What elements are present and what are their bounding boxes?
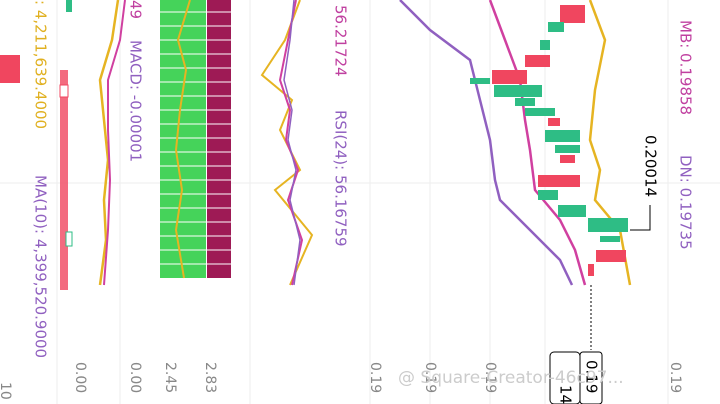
- chart-shape: [538, 190, 558, 200]
- rsi-label: RSI(24): 56.16759: [332, 110, 350, 247]
- chart-shape: [515, 98, 535, 106]
- macd-dividers: [160, 11, 231, 265]
- chart-shape: [0, 55, 20, 83]
- chart-shape: [60, 70, 68, 290]
- time-cursor: 14: [557, 385, 575, 404]
- rsi-short-label: 56.21724: [332, 5, 350, 77]
- axis-label: 0.19: [367, 362, 383, 393]
- chart-shape: [494, 85, 542, 97]
- boll-dn-line: [399, 0, 574, 286]
- chart-shape: [160, 0, 206, 278]
- candles: [470, 5, 628, 276]
- macd-label: MACD: -0.00001: [127, 40, 145, 162]
- dn-label: DN: 0.19735: [677, 155, 695, 250]
- vol-ma-line: [103, 0, 126, 286]
- chart-shape: [600, 236, 620, 242]
- rsi-line: [283, 0, 301, 286]
- chart-shape: [588, 264, 594, 276]
- macd-line: [174, 0, 191, 279]
- chart-shape: [588, 218, 628, 232]
- chart-shape: [470, 78, 490, 84]
- axis-label: 0.19: [422, 362, 438, 393]
- axis-label: 2.83: [202, 362, 218, 393]
- chart-shape: [560, 5, 585, 23]
- chart-shape: [538, 175, 580, 187]
- price-leader: [630, 205, 651, 231]
- chart-shape: [548, 118, 560, 126]
- chart-shape: [525, 108, 555, 116]
- axis-label: 0.00: [72, 362, 88, 393]
- chart-shape: [540, 40, 550, 50]
- boll-up-line: [588, 0, 632, 286]
- rsi-line: [260, 0, 314, 286]
- axis-label: 10: [0, 382, 13, 400]
- chart-shape: [59, 84, 69, 98]
- price-marker: 0.20014: [642, 135, 660, 197]
- ma10-label: MA(10): 4,399,520.9000: [32, 175, 50, 358]
- chart-shape: [492, 70, 527, 84]
- chart-shape: [525, 55, 550, 67]
- axis-label: 0.19: [667, 362, 683, 393]
- volume-bars: [0, 0, 73, 290]
- watermark: @ Square-Creator-46c97...: [398, 368, 624, 388]
- chart-shape: [207, 0, 231, 278]
- chart-shape: [548, 22, 564, 32]
- chart-shape: [66, 0, 72, 12]
- macd-short-label: 49: [127, 0, 145, 19]
- chart-shape: [596, 250, 626, 262]
- chart-shape: [560, 155, 575, 163]
- chart-shape: [555, 145, 580, 153]
- chart-shape: [545, 130, 580, 142]
- chart-shape: [65, 231, 73, 247]
- axis-label: 0.19: [482, 362, 498, 393]
- axis-label: 0.00: [127, 362, 143, 393]
- axis-label: 2.45: [162, 362, 178, 393]
- chart-shape: [558, 205, 586, 217]
- boll-mb-line: [488, 0, 587, 286]
- vol-label: : 4,211,639.4000: [32, 0, 50, 129]
- price-cursor: 0.19: [583, 360, 601, 393]
- price-cursor-box: [579, 351, 603, 404]
- vol-ma-line: [98, 0, 120, 286]
- macd-bars: [160, 0, 231, 278]
- mb-label: MB: 0.19858: [677, 20, 695, 115]
